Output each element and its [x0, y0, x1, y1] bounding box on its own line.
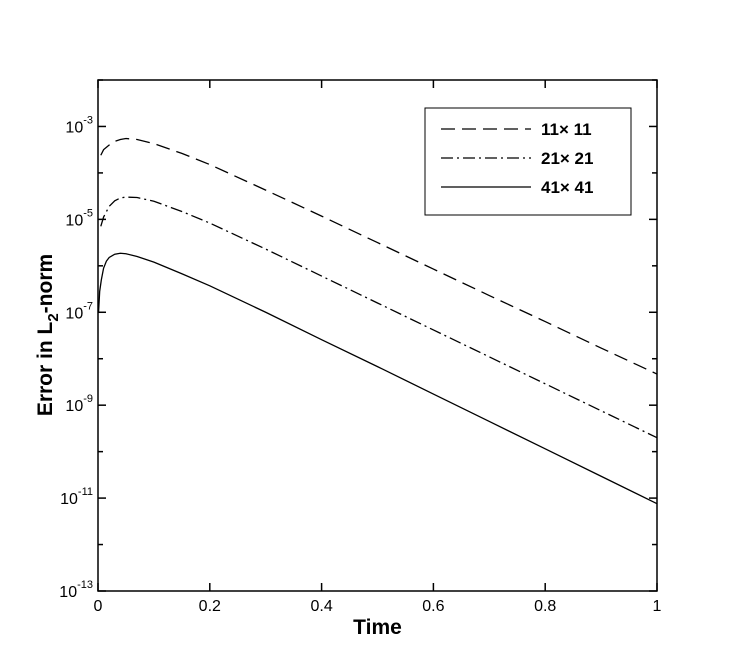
series-line-2 — [100, 196, 658, 439]
y-tick-label: 10-7 — [65, 300, 93, 322]
x-tick-label: 0.4 — [310, 598, 332, 615]
y-axis-title-prefix: Error in L — [34, 321, 57, 416]
y-axis-title: Error in L2-norm — [34, 254, 62, 416]
x-axis-title: Time — [353, 616, 402, 639]
legend-label-3: 41× 41 — [541, 178, 593, 197]
series-line-3 — [97, 252, 658, 505]
x-tick-label: 0.8 — [534, 598, 556, 615]
axis-ticks: 0 0.2 0.4 0.6 0.8 1 10-13 10-11 10-9 10-7 10-5 10-3 — [59, 79, 662, 615]
series-layer — [97, 137, 658, 505]
x-tick-label: 0.6 — [422, 598, 444, 615]
y-tick-label: 10-9 — [65, 393, 93, 415]
plot-frame — [97, 79, 658, 592]
x-tick-label: 0.2 — [199, 598, 221, 615]
y-tick-label: 10-13 — [59, 579, 93, 601]
y-tick-label: 10-3 — [65, 114, 93, 136]
y-tick-label: 10-11 — [60, 486, 93, 508]
x-tick-label: 1 — [653, 598, 662, 615]
y-axis-title-suffix: -norm — [34, 254, 57, 314]
y-axis-title-subscript: 2 — [45, 313, 62, 321]
x-tick-label: 0 — [94, 598, 103, 615]
legend-label-1: 11× 11 — [541, 120, 592, 139]
y-tick-label: 10-5 — [65, 207, 93, 229]
legend-box — [424, 107, 632, 216]
legend: 11× 11 21× 21 41× 41 — [424, 107, 632, 216]
legend-label-2: 21× 21 — [541, 149, 593, 168]
